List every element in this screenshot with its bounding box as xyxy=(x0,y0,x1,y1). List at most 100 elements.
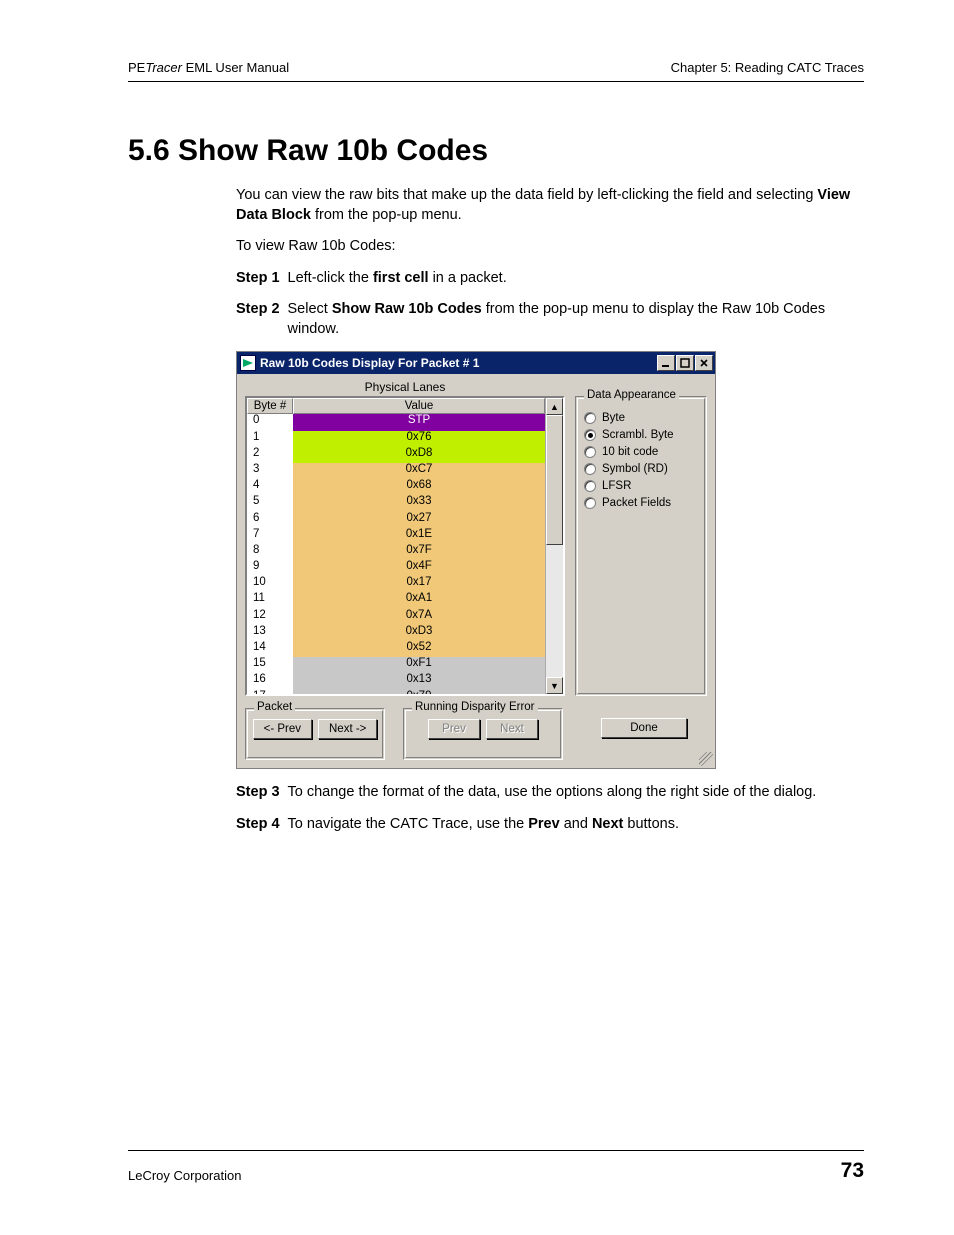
minimize-button[interactable] xyxy=(657,355,675,371)
table-row[interactable]: 170x79 xyxy=(247,690,545,695)
byte-index-cell: 17 xyxy=(247,690,293,695)
grid-scrollbar[interactable]: ▲ ▼ xyxy=(545,398,563,694)
value-cell: 0xF1 xyxy=(293,657,545,673)
table-row[interactable]: 80x7F xyxy=(247,544,545,560)
radio-option[interactable]: Scrambl. Byte xyxy=(584,429,698,441)
radio-option[interactable]: 10 bit code xyxy=(584,446,698,458)
hdr-tracer: Tracer xyxy=(145,60,182,75)
rde-prev-button[interactable]: Prev xyxy=(428,719,480,739)
byte-index-cell: 1 xyxy=(247,431,293,447)
intro-c: from the pop-up menu. xyxy=(311,207,462,223)
table-row[interactable]: 120x7A xyxy=(247,609,545,625)
radio-icon[interactable] xyxy=(584,446,596,458)
value-cell: 0x1E xyxy=(293,528,545,544)
radio-option[interactable]: LFSR xyxy=(584,480,698,492)
step4-label: Step 4 xyxy=(236,815,280,835)
step3-text: To change the format of the data, use th… xyxy=(288,783,864,803)
byte-index-cell: 16 xyxy=(247,673,293,689)
step-4: Step 4 To navigate the CATC Trace, use t… xyxy=(236,815,864,835)
scroll-track[interactable] xyxy=(546,545,563,677)
table-row[interactable]: 20xD8 xyxy=(247,447,545,463)
raw10b-dialog: Raw 10b Codes Display For Packet # 1 Phy… xyxy=(236,351,716,769)
header-right: Chapter 5: Reading CATC Traces xyxy=(671,60,864,75)
running-disparity-group: Running Disparity Error Prev Next xyxy=(403,708,563,760)
byte-index-cell: 8 xyxy=(247,544,293,560)
titlebar[interactable]: Raw 10b Codes Display For Packet # 1 xyxy=(237,352,715,374)
table-row[interactable]: 110xA1 xyxy=(247,592,545,608)
page-header: PETracer EML User Manual Chapter 5: Read… xyxy=(128,60,864,82)
byte-index-cell: 13 xyxy=(247,625,293,641)
col-header-value[interactable]: Value xyxy=(293,398,545,414)
s4c: and xyxy=(560,816,592,832)
value-cell: 0x68 xyxy=(293,479,545,495)
hdr-suffix: EML User Manual xyxy=(182,60,289,75)
step1-label: Step 1 xyxy=(236,269,280,289)
rde-next-button[interactable]: Next xyxy=(486,719,538,739)
table-row[interactable]: 150xF1 xyxy=(247,657,545,673)
radio-option[interactable]: Symbol (RD) xyxy=(584,463,698,475)
byte-index-cell: 7 xyxy=(247,528,293,544)
radio-icon[interactable] xyxy=(584,497,596,509)
data-grid[interactable]: Byte # Value 0STP10x7620xD830xC740x6850x… xyxy=(245,396,565,696)
maximize-button[interactable] xyxy=(676,355,694,371)
col-header-byte[interactable]: Byte # xyxy=(247,398,293,414)
packet-prev-button[interactable]: <- Prev xyxy=(253,719,312,739)
radio-label: LFSR xyxy=(602,480,631,492)
value-cell: 0x27 xyxy=(293,512,545,528)
byte-index-cell: 12 xyxy=(247,609,293,625)
s2a: Select xyxy=(288,301,332,317)
intro2: To view Raw 10b Codes: xyxy=(236,237,864,257)
step3-label: Step 3 xyxy=(236,783,280,803)
packet-next-button[interactable]: Next -> xyxy=(318,719,377,739)
table-row[interactable]: 40x68 xyxy=(247,479,545,495)
packet-group: Packet <- Prev Next -> xyxy=(245,708,385,760)
value-cell: 0xD3 xyxy=(293,625,545,641)
hdr-pe: PE xyxy=(128,60,145,75)
table-row[interactable]: 160x13 xyxy=(247,673,545,689)
page-footer: LeCroy Corporation 73 xyxy=(128,1150,864,1183)
table-row[interactable]: 70x1E xyxy=(247,528,545,544)
radio-label: Packet Fields xyxy=(602,497,671,509)
radio-label: Byte xyxy=(602,412,625,424)
radio-icon[interactable] xyxy=(584,463,596,475)
data-appearance-group: Data Appearance ByteScrambl. Byte10 bit … xyxy=(575,396,707,696)
scroll-thumb[interactable] xyxy=(546,415,563,545)
s2b: Show Raw 10b Codes xyxy=(332,301,482,317)
scroll-down-button[interactable]: ▼ xyxy=(546,677,563,694)
byte-index-cell: 4 xyxy=(247,479,293,495)
s1a: Left-click the xyxy=(288,270,373,286)
resize-grip[interactable] xyxy=(699,752,713,766)
radio-option[interactable]: Byte xyxy=(584,412,698,424)
table-row[interactable]: 50x33 xyxy=(247,495,545,511)
table-row[interactable]: 30xC7 xyxy=(247,463,545,479)
radio-label: Symbol (RD) xyxy=(602,463,668,475)
step2-label: Step 2 xyxy=(236,300,280,339)
value-cell: 0xA1 xyxy=(293,592,545,608)
header-left: PETracer EML User Manual xyxy=(128,60,289,75)
done-button[interactable]: Done xyxy=(601,718,687,738)
table-row[interactable]: 60x27 xyxy=(247,512,545,528)
byte-index-cell: 3 xyxy=(247,463,293,479)
radio-option[interactable]: Packet Fields xyxy=(584,497,698,509)
value-cell: 0x7A xyxy=(293,609,545,625)
scroll-up-button[interactable]: ▲ xyxy=(546,398,563,415)
close-button[interactable] xyxy=(695,355,713,371)
table-row[interactable]: 0STP xyxy=(247,414,545,430)
value-cell: 0x4F xyxy=(293,560,545,576)
radio-icon[interactable] xyxy=(584,480,596,492)
table-row[interactable]: 100x17 xyxy=(247,576,545,592)
table-row[interactable]: 10x76 xyxy=(247,431,545,447)
table-row[interactable]: 140x52 xyxy=(247,641,545,657)
radio-icon[interactable] xyxy=(584,429,596,441)
radio-icon[interactable] xyxy=(584,412,596,424)
step-3: Step 3 To change the format of the data,… xyxy=(236,783,864,803)
value-cell: 0x76 xyxy=(293,431,545,447)
byte-index-cell: 10 xyxy=(247,576,293,592)
byte-index-cell: 5 xyxy=(247,495,293,511)
byte-index-cell: 9 xyxy=(247,560,293,576)
table-row[interactable]: 130xD3 xyxy=(247,625,545,641)
table-row[interactable]: 90x4F xyxy=(247,560,545,576)
s1c: in a packet. xyxy=(429,270,507,286)
value-cell: 0xD8 xyxy=(293,447,545,463)
data-appearance-legend: Data Appearance xyxy=(584,389,679,401)
